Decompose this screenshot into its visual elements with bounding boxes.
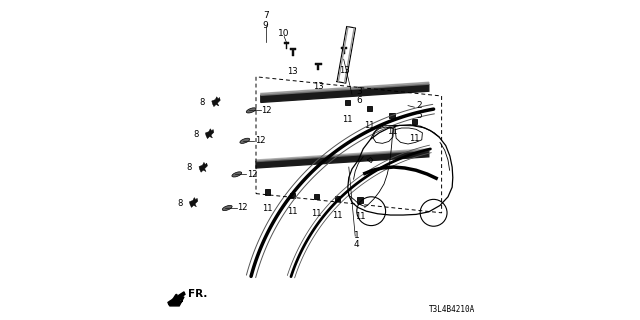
Text: 12: 12 [262, 106, 272, 115]
Bar [314, 194, 319, 199]
Text: 10: 10 [278, 29, 290, 38]
Text: 11: 11 [262, 204, 273, 213]
Text: FR.: FR. [188, 289, 207, 299]
Text: 11: 11 [355, 212, 365, 221]
Polygon shape [261, 84, 429, 102]
Text: 8: 8 [193, 130, 198, 139]
Bar [265, 189, 270, 195]
Bar [357, 197, 362, 203]
Polygon shape [261, 82, 429, 95]
Bar [367, 106, 372, 111]
Ellipse shape [232, 172, 242, 177]
Text: 2
5: 2 5 [417, 101, 422, 120]
Text: 11: 11 [342, 115, 353, 124]
Bar [344, 100, 349, 105]
Polygon shape [168, 292, 185, 305]
Text: 11: 11 [312, 209, 322, 218]
Text: 13: 13 [287, 67, 298, 76]
Text: 11: 11 [287, 207, 298, 216]
Text: 1
4: 1 4 [354, 231, 360, 249]
Text: 3
6: 3 6 [356, 87, 362, 105]
Polygon shape [256, 149, 429, 162]
Polygon shape [315, 63, 322, 70]
Ellipse shape [246, 108, 256, 113]
Bar [412, 119, 417, 124]
Polygon shape [189, 197, 198, 207]
Text: 8: 8 [177, 199, 182, 208]
Ellipse shape [222, 205, 232, 211]
Bar [291, 193, 296, 198]
Polygon shape [199, 162, 207, 172]
Polygon shape [340, 47, 347, 54]
Polygon shape [256, 150, 429, 168]
Bar [335, 196, 340, 201]
Text: 7
9: 7 9 [263, 12, 268, 30]
Text: T3L4B4210A: T3L4B4210A [429, 305, 475, 314]
Polygon shape [205, 129, 214, 139]
Text: 13: 13 [339, 66, 349, 75]
Ellipse shape [240, 138, 250, 143]
Polygon shape [284, 42, 289, 49]
Text: 12: 12 [237, 204, 248, 212]
Text: 13: 13 [313, 82, 324, 91]
Text: 12: 12 [255, 136, 266, 145]
Polygon shape [290, 48, 296, 56]
Text: 11: 11 [332, 211, 343, 220]
Polygon shape [170, 297, 184, 306]
Text: 11: 11 [364, 121, 375, 130]
Text: 8: 8 [200, 98, 205, 107]
Text: 8: 8 [187, 164, 192, 172]
Text: 11: 11 [387, 127, 397, 136]
Text: 12: 12 [247, 170, 257, 179]
Polygon shape [212, 97, 220, 107]
Text: 11: 11 [409, 134, 420, 143]
Bar [389, 113, 394, 118]
